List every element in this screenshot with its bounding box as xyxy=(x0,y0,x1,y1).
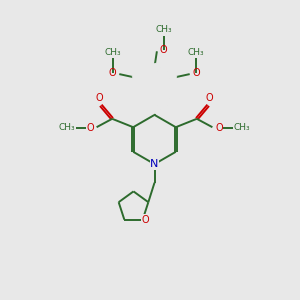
Text: CH₃: CH₃ xyxy=(59,123,76,132)
Text: N: N xyxy=(150,159,159,169)
Text: O: O xyxy=(141,214,149,225)
Text: O: O xyxy=(86,123,94,133)
Text: CH₃: CH₃ xyxy=(188,48,205,57)
Text: O: O xyxy=(160,45,167,55)
Text: CH₃: CH₃ xyxy=(104,48,121,57)
Text: O: O xyxy=(215,123,223,133)
Text: O: O xyxy=(96,93,104,103)
Text: O: O xyxy=(193,68,200,78)
Text: CH₃: CH₃ xyxy=(233,123,250,132)
Text: O: O xyxy=(206,93,213,103)
Text: O: O xyxy=(109,68,116,78)
Text: CH₃: CH₃ xyxy=(155,25,172,34)
